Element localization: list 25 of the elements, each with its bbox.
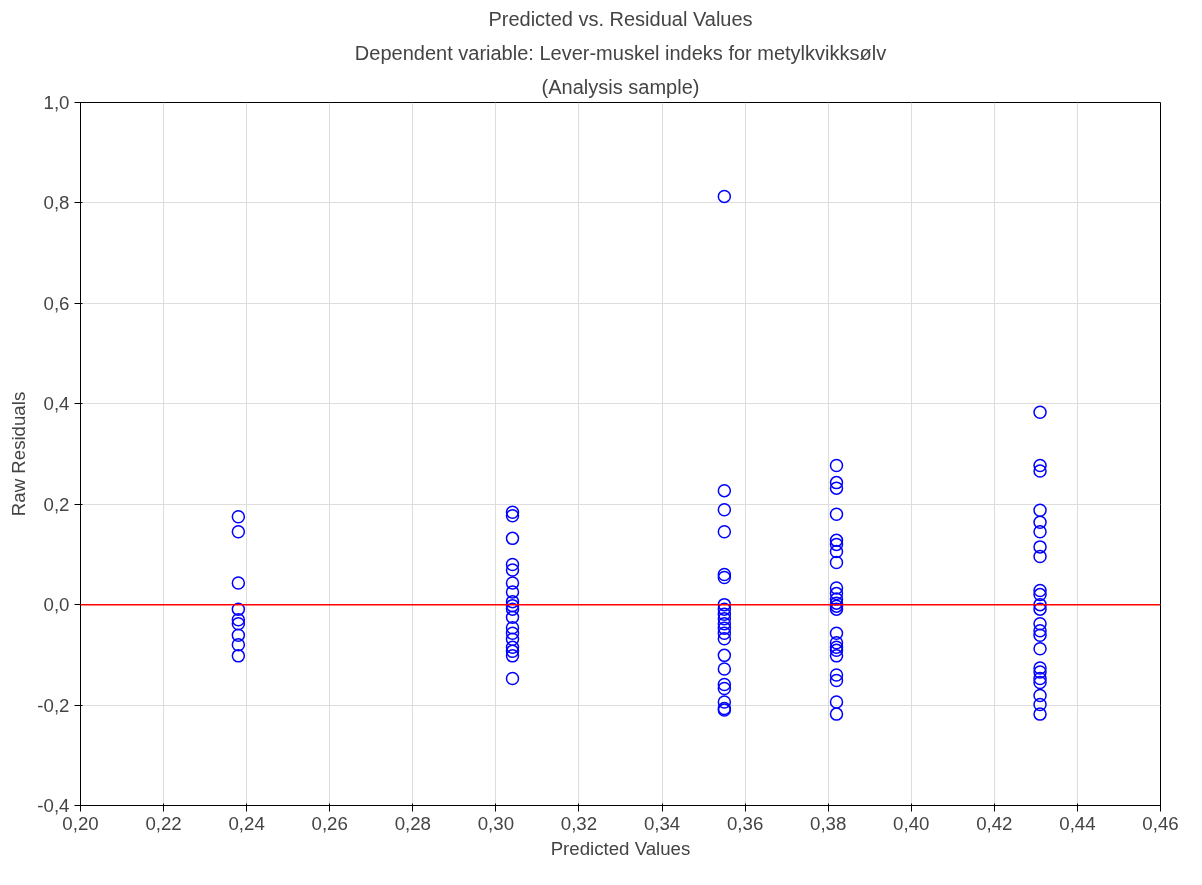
x-tick-label: 0,36 bbox=[726, 812, 764, 834]
x-tick-label: 0,44 bbox=[1059, 812, 1096, 834]
x-tick-label: 0,28 bbox=[394, 812, 431, 834]
x-tick-label: 0,42 bbox=[976, 812, 1013, 834]
y-tick-label: 0,6 bbox=[43, 292, 70, 314]
x-tick-label: 0,22 bbox=[145, 812, 182, 834]
y-tick-label: 0,0 bbox=[43, 594, 70, 616]
text: (Analysis sample) bbox=[541, 75, 700, 98]
x-tick-label: 0,30 bbox=[477, 812, 515, 834]
y-tick-label: -0,2 bbox=[37, 694, 70, 716]
x-tick-label: 0,40 bbox=[893, 812, 930, 834]
chart-subtitle: Dependent variable: Lever-muskel indeks for metylkvikksølv bbox=[354, 41, 887, 64]
x-tick-label: 0,32 bbox=[560, 812, 598, 834]
x-tick-label: 0,34 bbox=[643, 812, 681, 834]
y-tick-label: 1,0 bbox=[43, 92, 70, 113]
y-axis-title: Raw Residuals bbox=[8, 391, 30, 517]
y-tick-label: 0,4 bbox=[43, 393, 70, 415]
y-tick-label: 0,8 bbox=[43, 192, 70, 214]
x-tick-label: 0,24 bbox=[228, 812, 265, 834]
x-axis-title: Predicted Values bbox=[550, 837, 691, 859]
x-tick-label: 0,46 bbox=[1142, 812, 1179, 834]
y-tick-label: 0,2 bbox=[43, 493, 70, 515]
chart-title: Predicted vs. Residual Values bbox=[488, 7, 753, 30]
x-tick-label: 0,38 bbox=[810, 812, 847, 834]
x-tick-label: 0,26 bbox=[311, 812, 348, 834]
